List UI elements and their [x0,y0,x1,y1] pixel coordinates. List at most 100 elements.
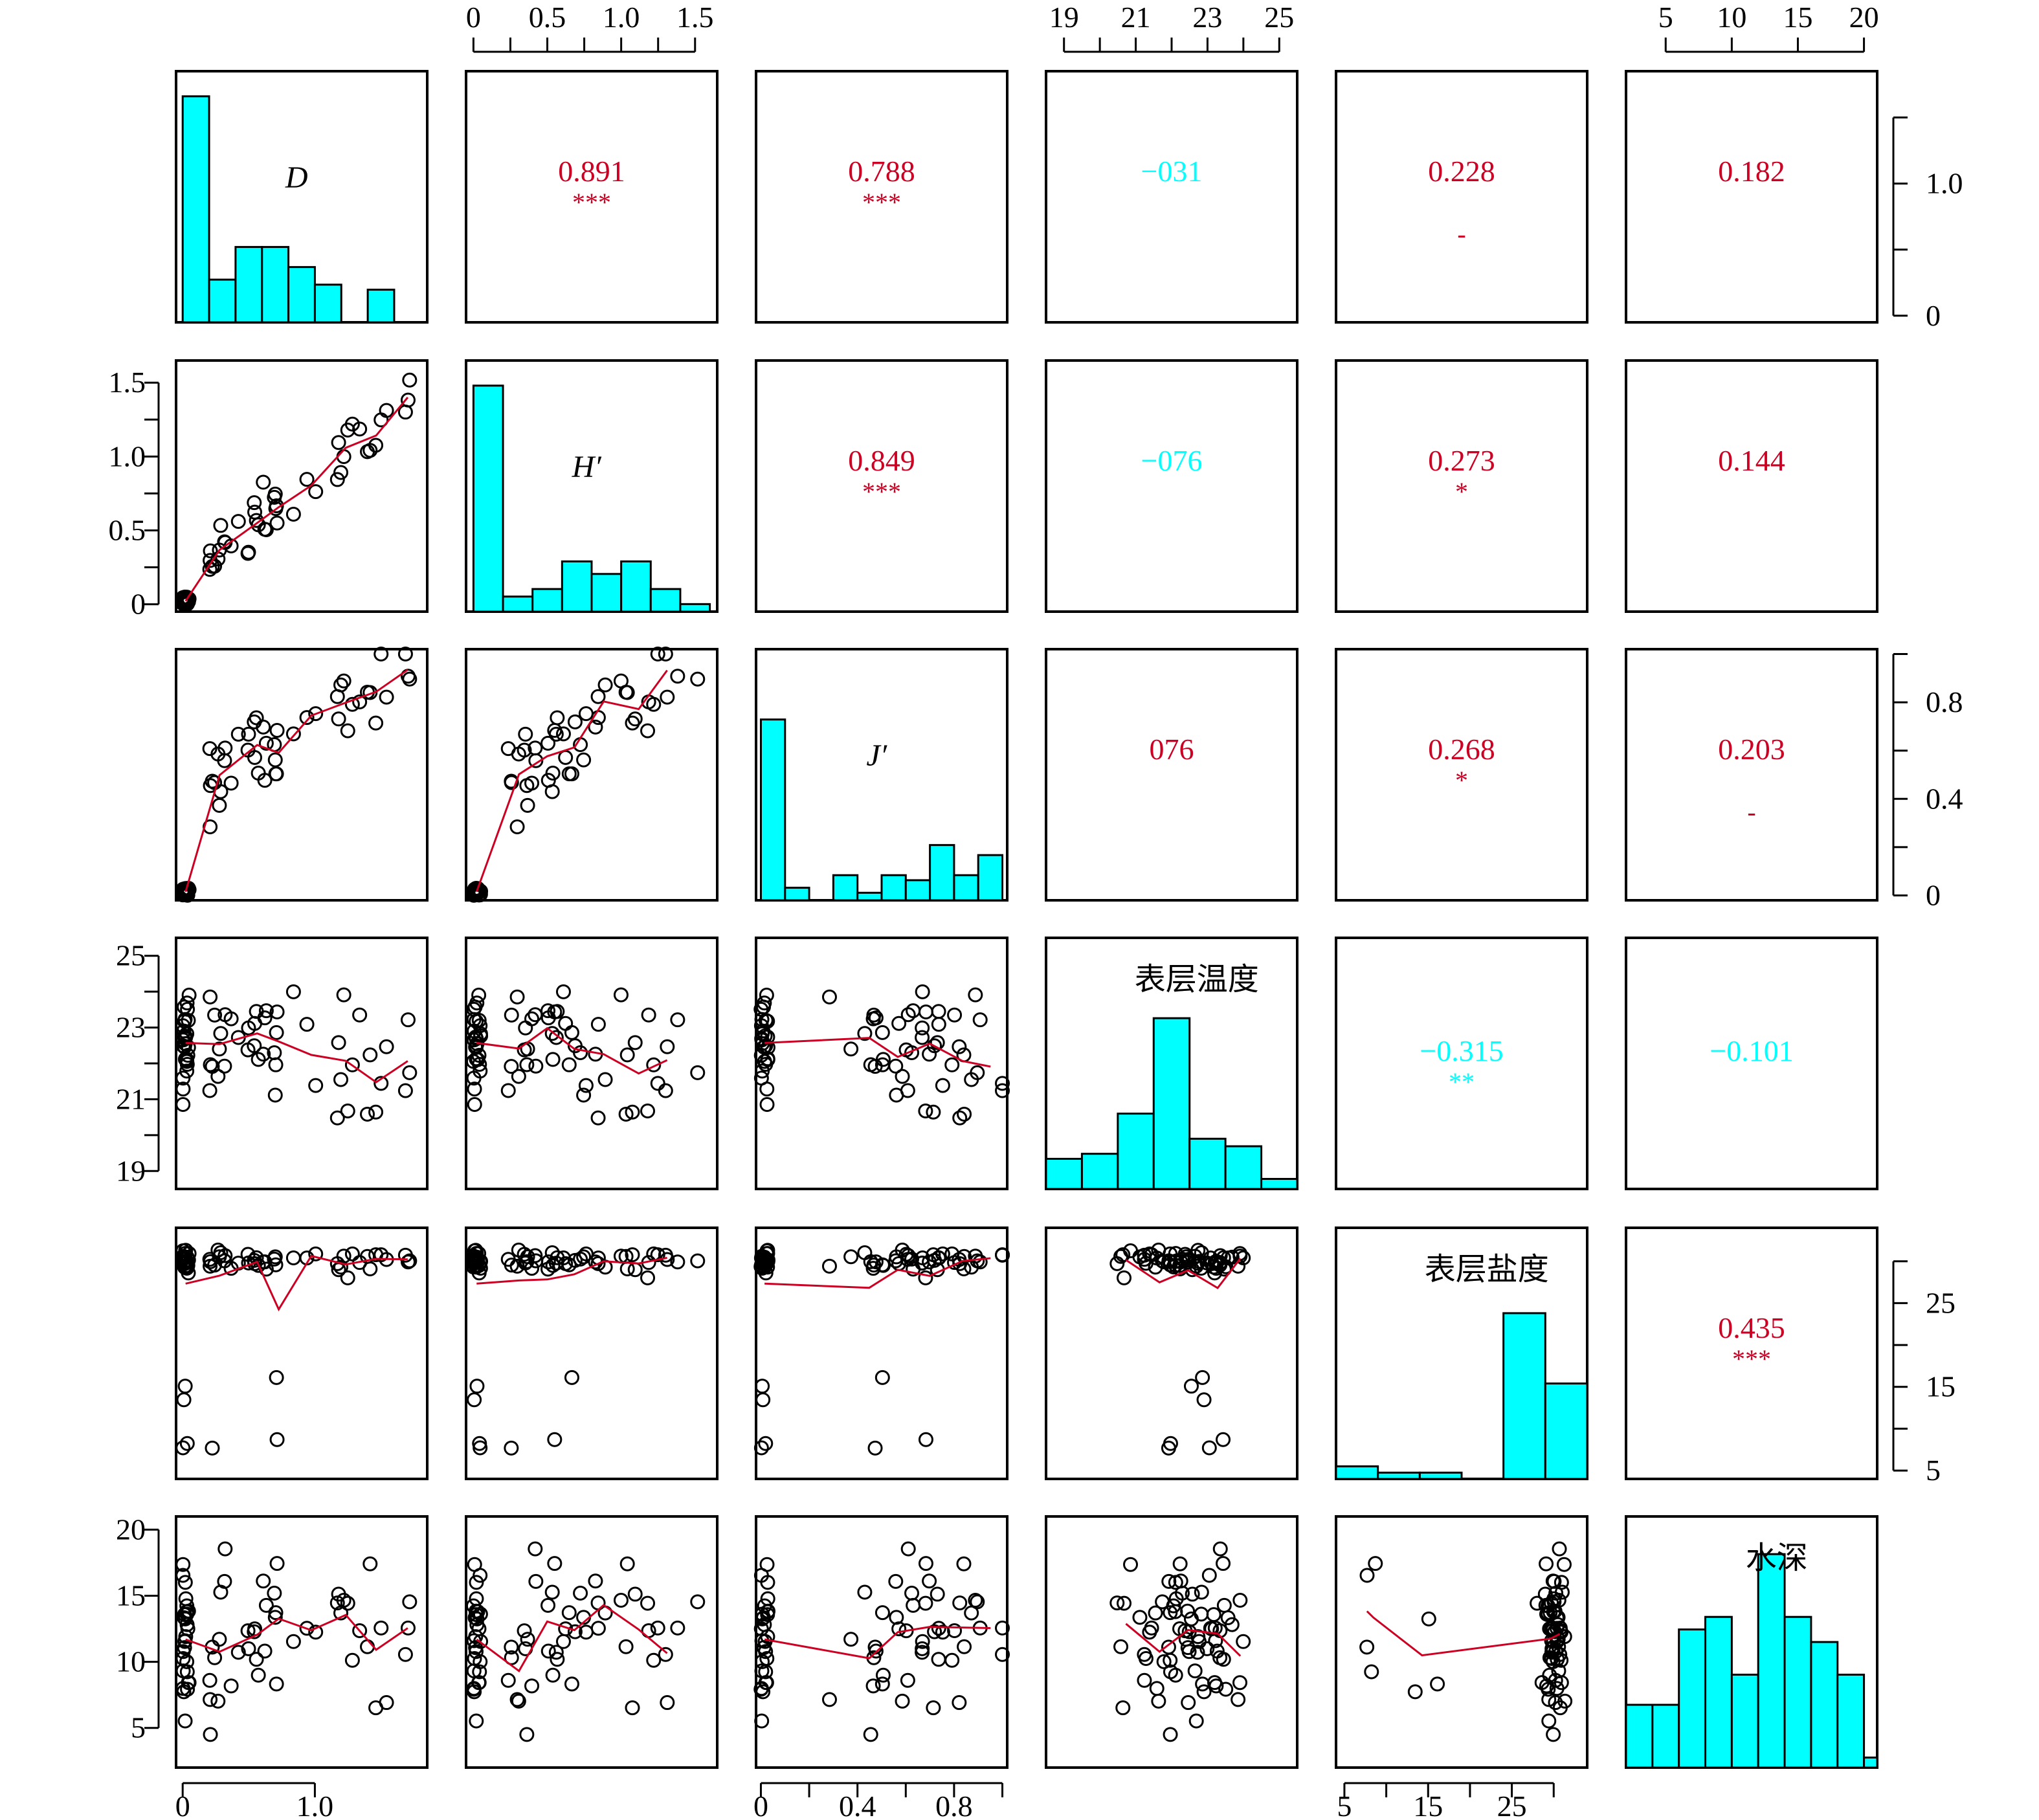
scatter-point [520,797,535,813]
scatter-point [379,1039,394,1054]
scatter-point [904,1045,920,1061]
scatter-point [177,1713,193,1729]
x-axis-T [1063,38,1280,53]
scatter-point [373,1620,389,1636]
scatter-point [926,1700,941,1716]
scatter-point [755,1606,770,1622]
smooth-line [764,1037,991,1068]
scatter-point [640,1595,656,1611]
scatter-point [625,1247,640,1263]
scatter-point [212,1249,227,1265]
scatter-point [241,1020,256,1036]
scatter-point [352,1007,368,1023]
scatter-point [212,1632,227,1647]
scatter-point [308,1246,324,1261]
scatter-point [400,1012,416,1028]
scatter-point [1359,1639,1375,1655]
scatter-point [753,1071,769,1086]
tick-label: 0 [466,1,481,34]
histogram-bar [502,595,534,613]
scatter-point [473,1606,488,1622]
scatter-point [333,465,349,480]
scatter-point [175,1663,191,1679]
tick-label: 25 [1264,1,1294,34]
scatter-point [944,1057,960,1072]
panel-r5-c4 [1335,1515,1588,1769]
scatter-point [207,1650,223,1665]
tick-label: 0.5 [529,1,566,34]
scatter-point [865,1678,881,1694]
scatter-point [267,1585,282,1601]
scatter-point [340,1103,355,1118]
scatter-point [555,1634,571,1649]
tick-label: 5 [1337,1790,1352,1820]
panel-frame [1625,1226,1878,1480]
scatter-point [331,1035,346,1050]
scatter-point [576,752,592,768]
scatter-point [251,1667,266,1683]
histogram-bar [1625,1703,1654,1769]
histogram-H [472,384,711,613]
scatter-point [918,1004,933,1019]
correlation-value: 0.144 [1718,444,1785,477]
scatter-point [1368,1556,1383,1571]
scatter-point [1178,1632,1194,1647]
y-axis-H [144,381,160,606]
scatter-point [362,1047,378,1063]
tick-label: 0.8 [1926,685,1963,718]
scatter-r5-c3 [1109,1541,1251,1742]
scatter-point [203,1692,218,1707]
scatter-point [1181,1695,1196,1711]
scatter-point [397,1083,413,1098]
panel-frame [175,937,429,1190]
scatter-point [590,689,606,704]
smooth-line [476,1027,668,1075]
panel-frame [465,70,719,324]
scatter-point [213,518,228,533]
scatter-point [759,987,774,1003]
scatter-point [1195,1676,1210,1692]
panel-frame [465,1515,719,1769]
panel-frame [755,937,1008,1190]
panel-frame [1045,1515,1298,1769]
scatter-point [906,1261,921,1277]
scatter-point [597,677,613,693]
tick-label: 15 [116,1579,146,1612]
smooth-line [185,1254,408,1312]
histogram-bar [953,874,979,902]
panel-frame [1625,648,1878,902]
scatter-point [217,740,233,756]
scatter-point [590,1017,606,1032]
scatter-point [900,1248,916,1263]
variable-label: 水深 [1746,1541,1808,1575]
scatter-point [1556,1557,1572,1572]
significance-stars: ** [1449,1067,1475,1096]
scatter-point [843,1041,859,1057]
scatter-point [868,1254,884,1270]
scatter-point [1216,1432,1231,1447]
histogram-bar [1757,1553,1786,1769]
scatter-point [926,1247,941,1263]
scatter-point [625,1104,640,1120]
scatter-point [352,694,368,709]
scatter-point [368,438,384,453]
scatter-point [175,1681,191,1696]
scatter-point [368,715,384,731]
histogram-bar [590,573,623,613]
significance-stars: - [1747,797,1755,827]
histogram-bar [1544,1382,1588,1480]
scatter-point [891,1015,907,1031]
correlation-value: 0.788 [848,155,915,188]
scatter-point [344,1057,360,1072]
scatter-point [528,1541,543,1557]
scatter-point [964,1605,979,1621]
scatter-point [944,1652,960,1668]
scatter-point [360,1106,375,1122]
scatter-point [373,646,389,661]
scatter-point [268,1605,284,1621]
scatter-point [915,1634,930,1649]
panel-r4-c3 [1045,1226,1298,1480]
smooth-line [1125,1258,1242,1289]
panel-frame [175,648,429,902]
scatter-point [267,752,283,768]
